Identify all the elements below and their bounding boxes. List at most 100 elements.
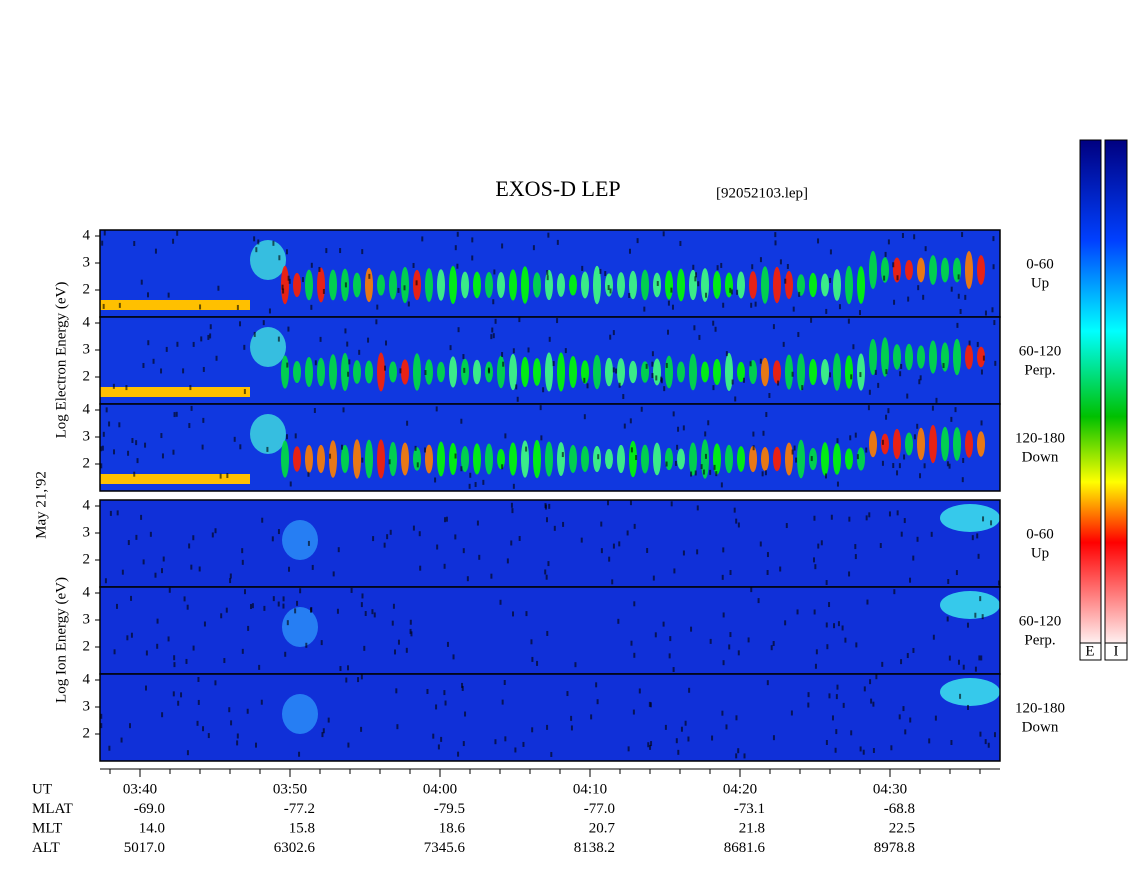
noise <box>690 626 693 632</box>
spectrum-blob <box>497 355 505 389</box>
noise <box>547 561 550 567</box>
noise <box>108 421 111 427</box>
spectrum-blob <box>365 267 373 303</box>
noise <box>254 742 257 748</box>
noise <box>600 548 603 554</box>
noise <box>135 534 138 540</box>
noise <box>903 518 906 524</box>
noise <box>607 285 610 291</box>
ephemeris-value: 04:20 <box>723 781 757 797</box>
noise <box>544 569 547 575</box>
noise <box>964 294 967 300</box>
noise <box>841 625 844 631</box>
noise <box>993 732 996 738</box>
ephemeris-value: 8138.2 <box>574 840 615 856</box>
spectrum-blob <box>785 354 793 390</box>
noise <box>608 556 611 562</box>
noise <box>360 602 363 608</box>
noise <box>258 664 261 670</box>
spectrum-blob <box>533 272 541 298</box>
noise <box>980 655 983 661</box>
noise <box>102 431 105 437</box>
noise <box>437 744 440 750</box>
noise <box>357 677 360 683</box>
noise <box>172 449 175 455</box>
noise <box>852 344 855 350</box>
noise <box>702 469 705 475</box>
noise <box>881 439 884 445</box>
noise <box>606 500 609 506</box>
spectrum-blob <box>509 442 517 476</box>
noise <box>384 365 387 371</box>
spectrum-blob <box>425 359 433 385</box>
noise <box>525 446 528 452</box>
noise <box>987 742 990 748</box>
noise <box>128 723 131 729</box>
spectrum-blob <box>689 442 697 476</box>
noise <box>287 275 290 281</box>
noise <box>490 334 493 340</box>
noise <box>928 738 931 744</box>
noise <box>501 699 504 705</box>
noise <box>339 248 342 254</box>
noise <box>476 520 479 526</box>
noise <box>539 405 542 411</box>
spectrum-blob <box>881 433 889 455</box>
noise <box>348 359 351 365</box>
noise <box>272 240 275 246</box>
spectrum-blob <box>965 251 973 289</box>
spectrum-blob <box>250 327 286 367</box>
noise <box>924 246 927 252</box>
noise <box>271 536 274 542</box>
noise <box>371 609 374 615</box>
noise <box>734 396 737 402</box>
ephemeris-value: 8681.6 <box>724 840 766 856</box>
spectrum-blob <box>389 441 397 477</box>
ephemeris-value: 5017.0 <box>124 840 165 856</box>
spectrum-blob <box>593 445 601 473</box>
noise <box>890 745 893 751</box>
noise <box>859 372 862 378</box>
noise <box>228 707 231 713</box>
noise <box>160 368 163 374</box>
noise <box>282 288 285 294</box>
noise <box>501 352 504 358</box>
noise <box>419 565 422 571</box>
noise <box>471 255 474 261</box>
noise <box>285 249 288 255</box>
noise <box>898 714 901 720</box>
noise <box>946 461 949 467</box>
noise <box>188 423 191 429</box>
colorbar <box>1104 139 1128 644</box>
noise <box>339 666 342 672</box>
noise <box>203 621 206 627</box>
noise <box>704 431 707 437</box>
spectrum-blob <box>605 448 613 470</box>
noise <box>394 649 397 655</box>
noise <box>713 464 716 470</box>
noise <box>651 373 654 379</box>
spectrum-blob <box>449 265 457 305</box>
direction-label: Up <box>1031 545 1049 561</box>
spectrum-blob <box>665 355 673 389</box>
spectrum-blob <box>641 361 649 383</box>
pitch-label: 0-60 <box>1026 526 1054 542</box>
noise <box>173 655 176 661</box>
noise <box>604 271 607 277</box>
noise <box>971 535 974 541</box>
noise <box>761 471 764 477</box>
noise <box>570 725 573 731</box>
noise <box>482 479 485 485</box>
noise <box>186 604 189 610</box>
noise <box>923 463 926 469</box>
noise <box>893 299 896 305</box>
noise <box>192 341 195 347</box>
spectrum-blob <box>737 361 745 383</box>
direction-label: Perp. <box>1024 632 1055 648</box>
noise <box>836 481 839 487</box>
noise <box>772 640 775 646</box>
noise <box>253 236 256 242</box>
noise <box>896 275 899 281</box>
noise <box>735 753 738 759</box>
noise <box>511 508 514 514</box>
